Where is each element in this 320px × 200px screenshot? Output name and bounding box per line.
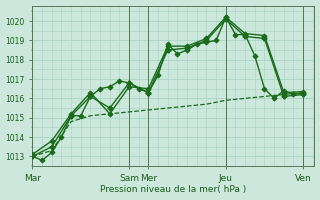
X-axis label: Pression niveau de la mer( hPa ): Pression niveau de la mer( hPa ) (100, 185, 247, 194)
